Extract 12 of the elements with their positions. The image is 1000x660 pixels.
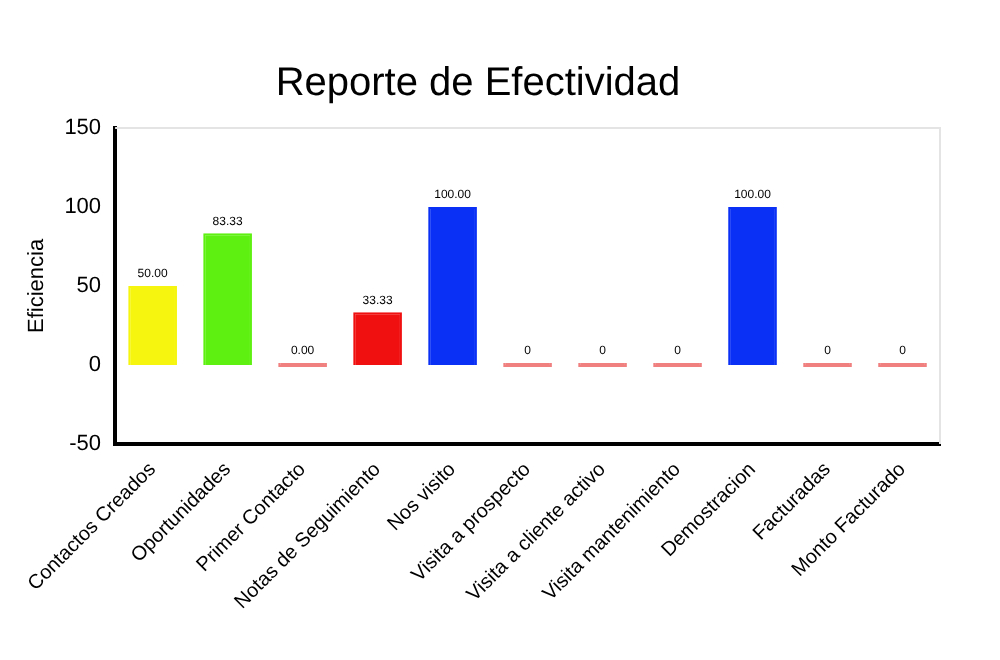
- y-tick-label: -50: [69, 431, 102, 456]
- bar: [128, 285, 177, 365]
- y-axis-title: Eficiencia: [25, 237, 50, 334]
- y-tick-label: 150: [64, 116, 102, 141]
- bar: [728, 206, 777, 365]
- bar: [203, 233, 252, 365]
- y-tick-label: 0: [88, 352, 102, 377]
- chart-title: Reporte de Efectividad: [275, 61, 681, 106]
- y-tick-label: 100: [64, 195, 102, 220]
- y-tick-label: 50: [76, 274, 102, 298]
- bar: [353, 312, 402, 365]
- bar: [428, 206, 477, 365]
